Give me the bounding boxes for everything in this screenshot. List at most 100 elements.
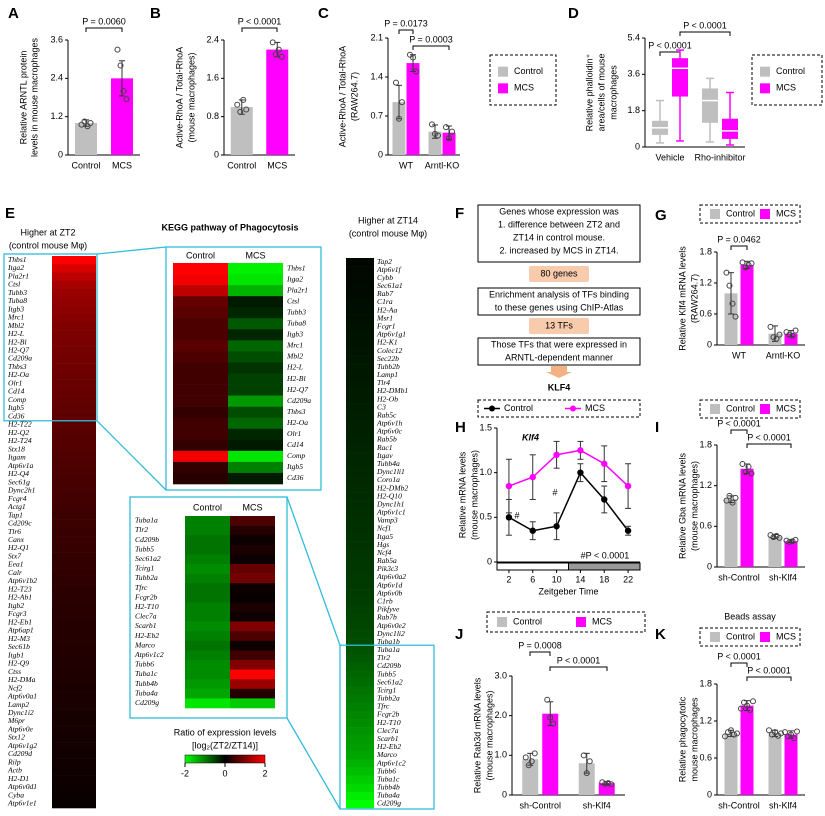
gene-label: Itgb1 <box>7 650 24 659</box>
heatmap-cell <box>173 351 228 363</box>
gene-label: H2-Eb2 <box>134 631 159 640</box>
gene-label: Tuba4a <box>377 791 400 800</box>
data-point <box>738 705 744 712</box>
y-tick-label: 2.4 <box>50 73 63 83</box>
gene-label: H2-L <box>286 363 303 372</box>
gene-label: Mbl2 <box>286 352 303 361</box>
y-axis-label: area/cells of mouse <box>596 53 606 131</box>
data-point <box>547 714 554 721</box>
legend-box <box>699 204 801 224</box>
gene-label: Mrc1 <box>7 313 24 322</box>
chart-title: Beads assay <box>724 611 776 621</box>
heatmap-cell <box>173 373 228 385</box>
heatmap-cell <box>346 533 374 542</box>
heatmap-cell <box>346 500 374 510</box>
heatmap-cell <box>52 379 96 389</box>
legend-label: MCS <box>776 403 796 413</box>
heatmap-header: (control mouse Mφ) <box>9 240 87 250</box>
count-text: 80 genes <box>540 268 578 278</box>
data-point <box>553 451 560 458</box>
data-point <box>544 696 551 703</box>
legend-box <box>699 627 801 647</box>
heatmap-cell <box>52 602 96 611</box>
heatmap-cell <box>52 618 96 628</box>
gene-label: Comp <box>287 451 305 460</box>
heatmap-cell <box>173 384 228 396</box>
heatmap-cell <box>52 643 96 652</box>
gene-label: Cd209a <box>8 354 32 363</box>
heatmap-cell <box>346 468 374 477</box>
legend-swatch <box>760 66 770 77</box>
heatmap-cell <box>230 621 275 632</box>
y-tick-label: 1.4 <box>370 71 383 81</box>
gene-label: H2-Oa <box>7 370 29 379</box>
gene-label: Atp6v1f <box>376 265 402 274</box>
heatmap-cell <box>346 613 374 623</box>
data-point <box>722 733 728 740</box>
data-point <box>782 729 788 736</box>
legend-box <box>486 611 646 633</box>
x-tick-label: MCS <box>112 160 132 170</box>
heatmap-cell <box>346 775 374 785</box>
legend-label: MCS <box>776 631 796 641</box>
data-point <box>601 496 608 503</box>
heatmap-cell <box>346 476 374 485</box>
data-point <box>577 447 584 454</box>
gene-label: Itga2 <box>7 263 24 272</box>
gene-label: Tubb4b <box>377 783 400 792</box>
x-tick-label: 18 <box>599 574 609 584</box>
heatmap-cell <box>52 527 96 537</box>
gene-label: Atp6v1c2 <box>134 650 164 659</box>
flow-box <box>477 204 641 263</box>
data-point <box>729 300 736 307</box>
legend-swatch <box>760 209 770 219</box>
panel-label: K <box>655 626 666 643</box>
heatmap-cell <box>185 544 230 555</box>
gene-label: Cd209g <box>377 799 401 808</box>
gene-label: Atp6ap1 <box>7 626 34 635</box>
data-point <box>750 698 756 705</box>
heatmap-cell <box>173 395 228 407</box>
bar <box>75 123 97 155</box>
heatmap-cell <box>346 654 374 663</box>
legend-swatch <box>760 632 770 642</box>
data-point <box>794 728 800 735</box>
heatmap-cell <box>346 427 374 437</box>
x-tick-label: Vehicle <box>655 152 684 162</box>
legend-swatch <box>576 617 586 627</box>
heatmap-cell <box>230 612 275 622</box>
gene-label: Thbs3 <box>287 407 306 416</box>
legend-swatch <box>498 83 508 94</box>
heatmap-cell <box>52 626 96 636</box>
heatmap-cell <box>346 298 374 307</box>
heatmap-cell <box>346 743 374 752</box>
data-point <box>602 780 609 787</box>
data-point <box>748 260 755 267</box>
gene-label: H2-T10 <box>134 602 159 611</box>
heatmap-cell <box>346 719 374 728</box>
gene-label: Cybb <box>377 273 393 282</box>
heatmap-cell <box>52 536 96 545</box>
data-point <box>770 334 777 341</box>
heatmap-cell <box>230 650 275 661</box>
data-point <box>776 534 783 541</box>
data-point <box>435 132 441 139</box>
data-point <box>78 121 85 128</box>
gene-label: Comp <box>8 395 26 404</box>
y-axis-label: (mouse macrophages) <box>484 690 494 780</box>
gene-label: Tubb4a <box>377 459 400 468</box>
gene-label: Ctsl <box>287 296 299 305</box>
gene-label: C3 <box>377 402 386 411</box>
gene-label: Thbs3 <box>8 362 27 371</box>
gene-label: Cyba <box>8 790 24 799</box>
gene-label: Cd209g <box>135 698 159 707</box>
column-header: MCS <box>243 502 263 512</box>
gene-label: H2-Ob <box>376 394 398 403</box>
data-point <box>432 130 438 137</box>
gene-label: Cd209d <box>8 749 32 758</box>
heatmap-cell <box>230 669 275 680</box>
gene-label: Coro1a <box>377 475 400 484</box>
heatmap-cell <box>52 585 96 595</box>
bar <box>784 541 798 567</box>
heatmap-cell <box>52 692 96 702</box>
